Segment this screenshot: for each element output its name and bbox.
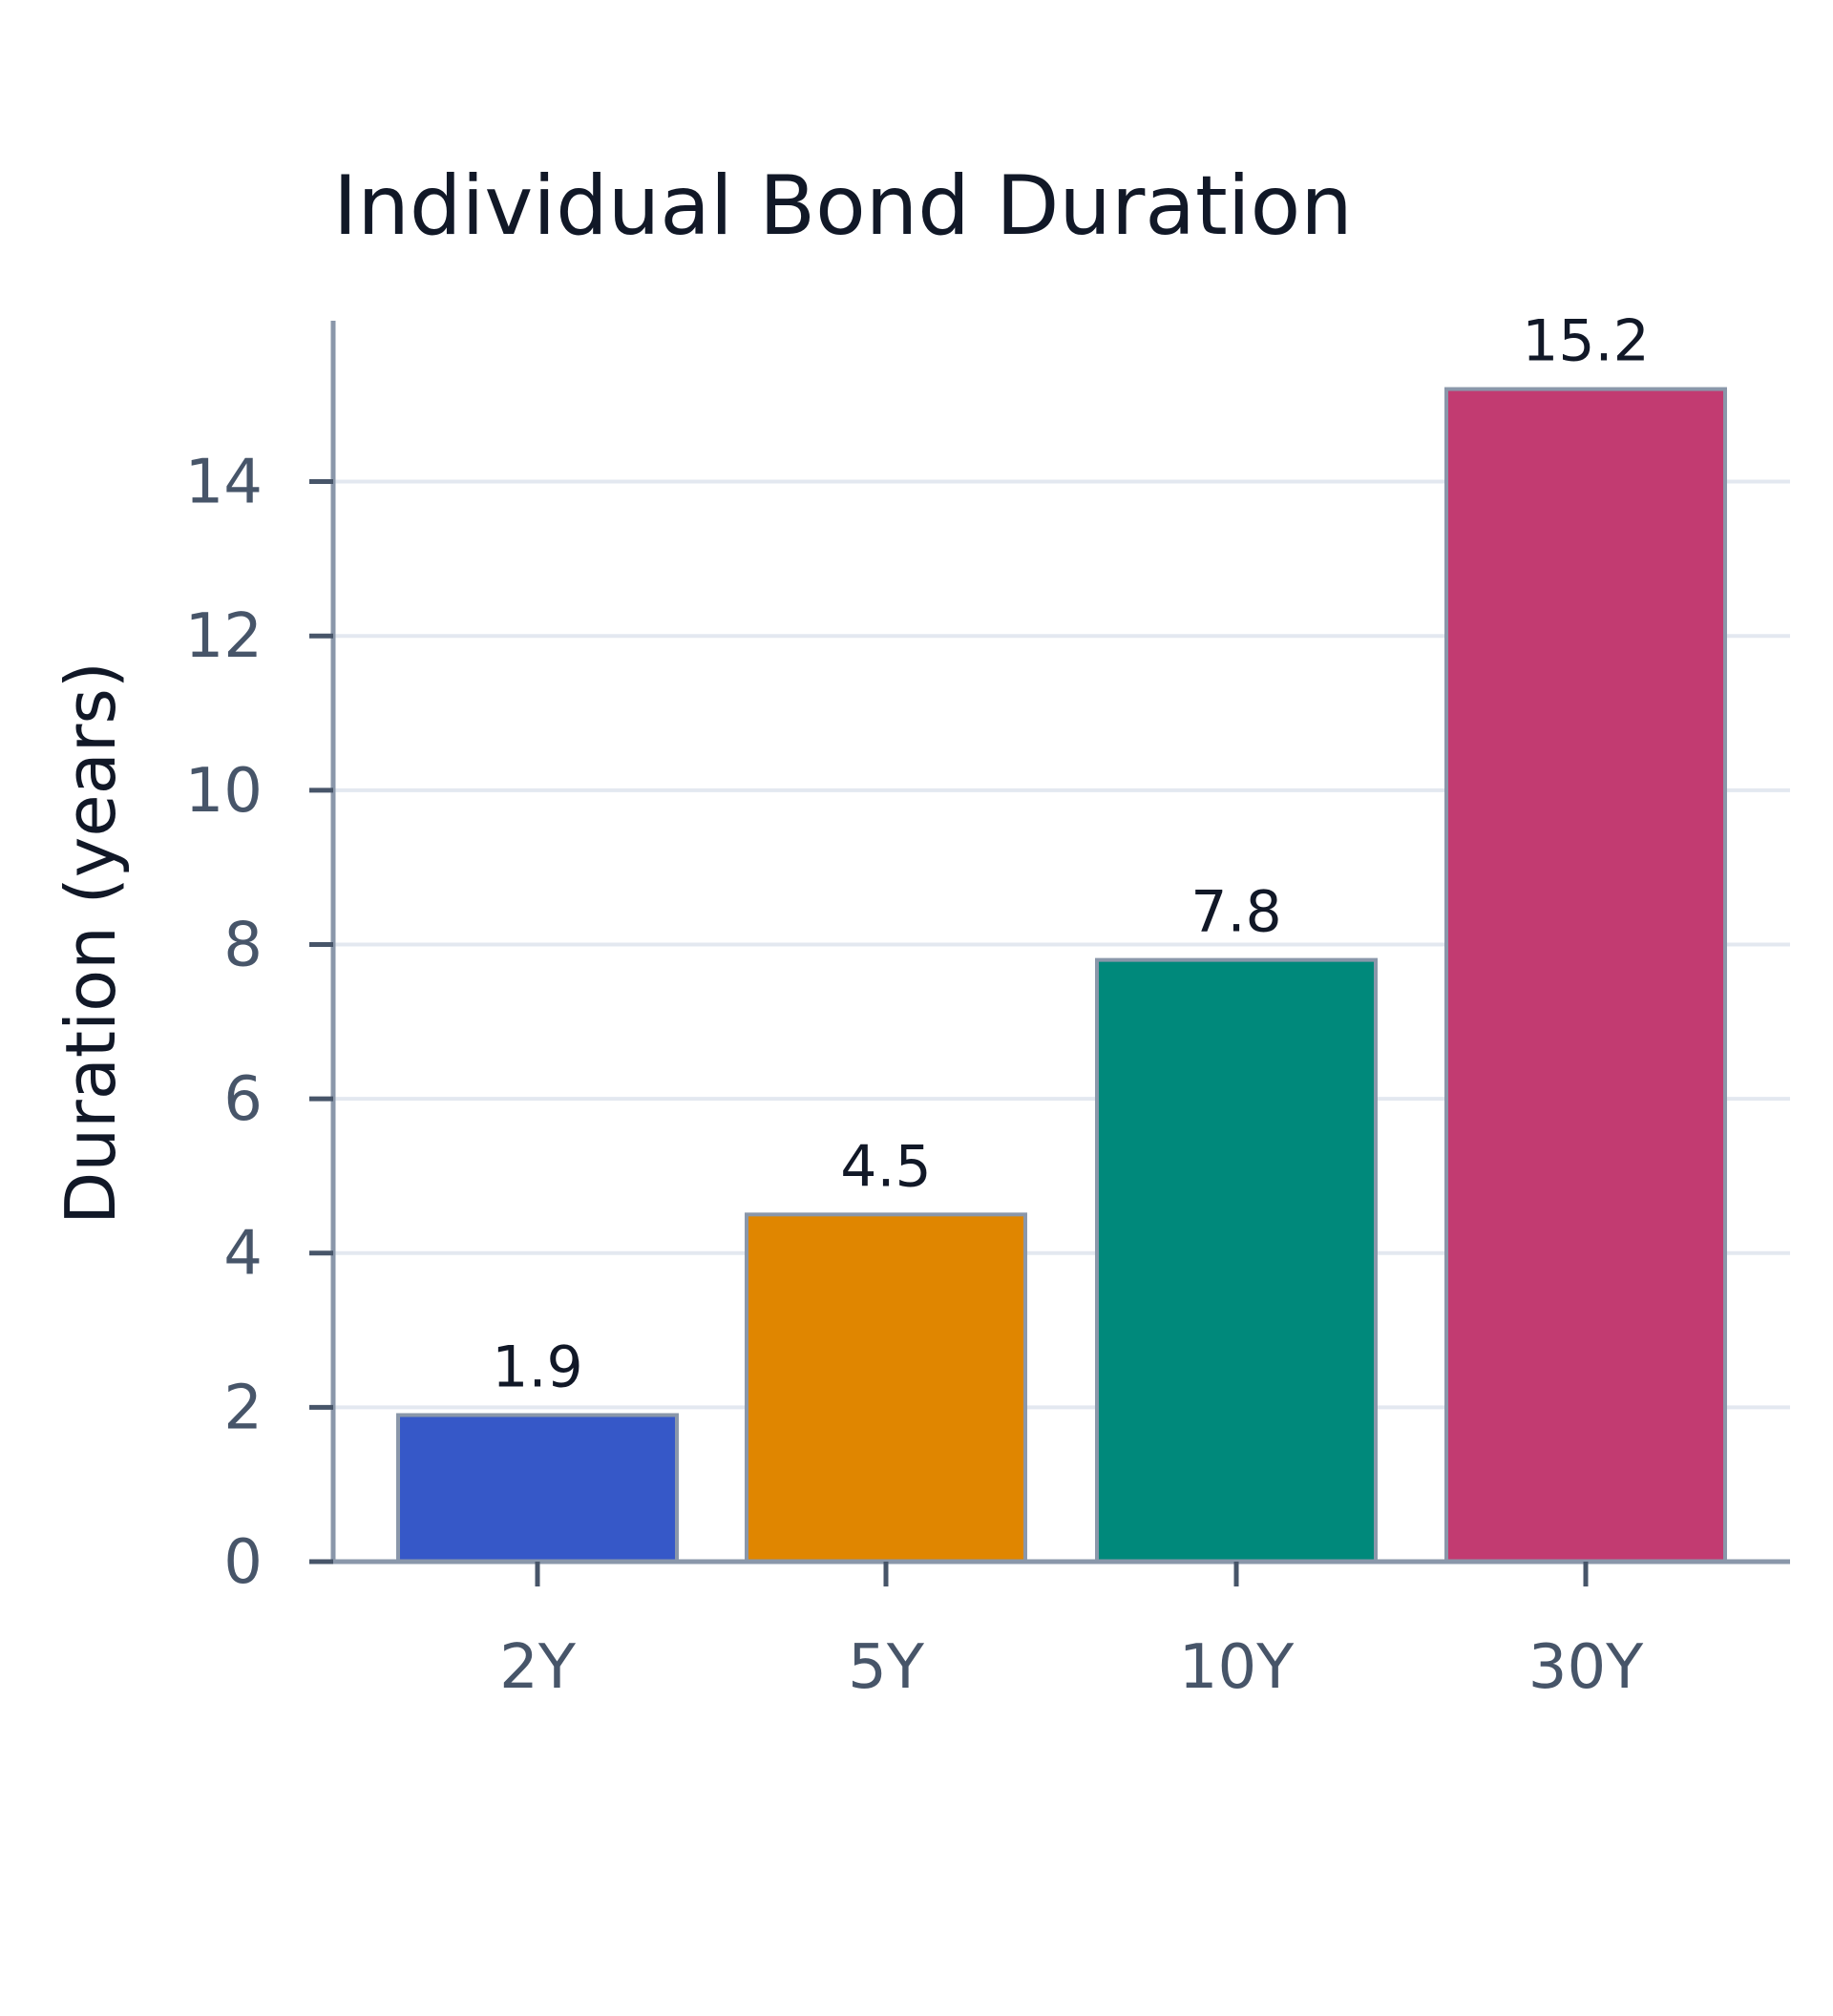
bar-5y bbox=[745, 1212, 1027, 1564]
y-tick-label: 2 bbox=[223, 1373, 263, 1443]
bar-2y bbox=[396, 1413, 679, 1564]
y-axis-label: Duration (years) bbox=[51, 662, 131, 1225]
x-tick-label: 30Y bbox=[1528, 1632, 1644, 1703]
y-tick-label: 10 bbox=[185, 756, 263, 827]
grid-lines bbox=[333, 479, 1790, 1410]
y-tick-label: 8 bbox=[223, 910, 263, 980]
x-tick-label: 10Y bbox=[1179, 1632, 1295, 1703]
y-tick-label: 6 bbox=[223, 1064, 263, 1135]
data-labels: 1.9 4.5 7.8 15.2 bbox=[492, 308, 1650, 1401]
x-tick-label: 2Y bbox=[499, 1632, 577, 1703]
y-tick-label: 14 bbox=[185, 448, 263, 518]
y-ticks: 0 2 4 6 8 10 12 14 bbox=[185, 448, 333, 1598]
y-tick-label: 4 bbox=[223, 1219, 263, 1290]
data-label: 15.2 bbox=[1522, 308, 1650, 375]
chart-title: Individual Bond Duration bbox=[333, 158, 1353, 254]
x-ticks: 2Y 5Y 10Y 30Y bbox=[499, 1562, 1644, 1703]
bar-10y bbox=[1095, 957, 1378, 1564]
y-tick-label: 0 bbox=[223, 1527, 263, 1598]
y-tick-label: 12 bbox=[185, 601, 263, 672]
data-label: 7.8 bbox=[1190, 879, 1281, 946]
bar-30y bbox=[1444, 387, 1727, 1564]
bars bbox=[396, 387, 1727, 1564]
x-tick-label: 5Y bbox=[848, 1632, 925, 1703]
data-label: 1.9 bbox=[492, 1334, 582, 1400]
data-label: 4.5 bbox=[840, 1133, 931, 1200]
